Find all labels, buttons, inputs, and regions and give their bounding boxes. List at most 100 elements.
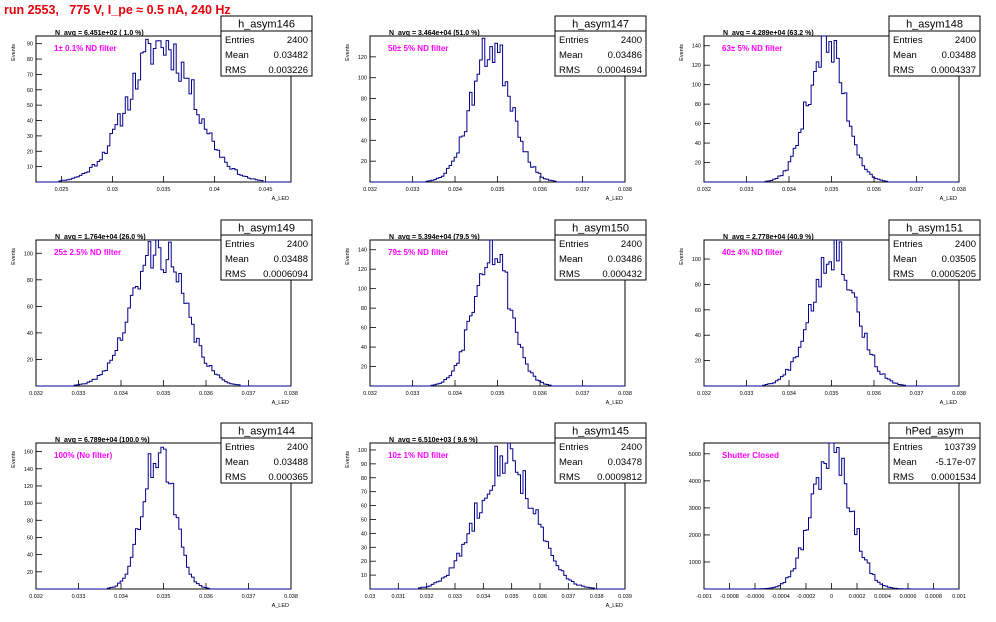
- y-axis-label: Events: [11, 44, 17, 61]
- y-tick-label: 60: [27, 304, 33, 310]
- x-tick-label: 0.0006: [900, 594, 917, 600]
- y-tick-label: 20: [27, 570, 33, 576]
- y-tick-label: 40: [695, 141, 701, 147]
- x-tick-label: 0.037: [910, 187, 924, 193]
- x-tick-label: 0.039: [618, 594, 632, 600]
- stats-value: 2400: [955, 35, 976, 46]
- stats-value: 0.03505: [942, 254, 976, 265]
- stats-label: Mean: [225, 50, 249, 61]
- stats-label: Mean: [225, 254, 249, 265]
- y-tick-label: 40: [361, 138, 367, 144]
- stats-box: h_asym147 Entries 2400 Mean 0.03486 RMS 0.0004…: [554, 15, 647, 77]
- histogram-series: [370, 239, 625, 387]
- x-tick-label: 0.036: [533, 187, 547, 193]
- y-tick-label: 120: [692, 63, 701, 69]
- stats-value: 2400: [621, 239, 642, 250]
- x-axis-label: A_LED: [272, 196, 289, 202]
- x-tick-label: 0.034: [114, 594, 128, 600]
- stats-box-frame: [554, 422, 647, 484]
- stats-value: 2400: [287, 35, 308, 46]
- y-tick-label: 60: [361, 117, 367, 123]
- stats-value: 0.0001534: [931, 472, 976, 483]
- y-tick-label: 3000: [689, 506, 701, 512]
- stats-label: RMS: [225, 65, 246, 76]
- y-tick-label: 100: [24, 501, 33, 507]
- y-tick-label: 100: [358, 448, 367, 454]
- x-tick-label: 0.037: [242, 594, 256, 600]
- x-tick-label: 0.036: [533, 391, 547, 397]
- x-tick-label: 0.025: [55, 187, 69, 193]
- x-tick-label: -0.0002: [797, 594, 816, 600]
- y-axis-label: Events: [11, 248, 17, 265]
- stats-label: RMS: [893, 269, 914, 280]
- stats-label: RMS: [893, 65, 914, 76]
- y-tick-label: 100: [358, 76, 367, 82]
- stats-value: 2400: [287, 442, 308, 453]
- y-tick-label: 4000: [689, 479, 701, 485]
- x-tick-label: 0.038: [284, 594, 298, 600]
- stats-name: h_asym149: [238, 223, 295, 235]
- stats-value: 0.0004694: [597, 65, 642, 76]
- x-tick-label: 0.031: [391, 594, 405, 600]
- x-tick-label: 0.045: [259, 187, 273, 193]
- stats-label: RMS: [559, 472, 580, 483]
- y-tick-label: 50: [361, 517, 367, 523]
- stats-box-frame: [888, 15, 981, 77]
- stats-label: Mean: [225, 457, 249, 468]
- stats-value: 0.0004337: [931, 65, 976, 76]
- x-tick-label: 0.036: [199, 391, 213, 397]
- x-tick-label: 0.033: [448, 594, 462, 600]
- y-tick-label: 100: [24, 251, 33, 257]
- y-axis-label: Events: [679, 44, 685, 61]
- y-tick-label: 30: [361, 545, 367, 551]
- y-tick-label: 80: [361, 97, 367, 103]
- stats-label: Entries: [225, 35, 255, 46]
- y-tick-label: 100: [692, 83, 701, 89]
- stats-label: Entries: [893, 442, 923, 453]
- stats-value: 2400: [287, 239, 308, 250]
- x-tick-label: -0.0006: [746, 594, 765, 600]
- y-tick-label: 100: [358, 287, 367, 293]
- stats-value: 0.03478: [608, 457, 642, 468]
- x-tick-label: 0.0002: [849, 594, 866, 600]
- y-tick-label: 20: [27, 357, 33, 363]
- x-tick-label: 0.033: [740, 187, 754, 193]
- stats-name: h_asym144: [238, 426, 295, 438]
- y-tick-label: 100: [692, 257, 701, 263]
- histogram-title: N_avg = 3.464e+04 (51.0 %): [389, 30, 480, 37]
- y-tick-label: 160: [24, 450, 33, 456]
- stats-label: RMS: [225, 269, 246, 280]
- histogram-panel-h_asym144: 20 40 60 80 100 120 140 160 0.032 0.033 0.034 0.035…: [11, 422, 313, 609]
- y-tick-label: 60: [27, 88, 33, 94]
- histogram-panel-h_asym147: 20 40 60 80 100 120 0.032 0.033 0.034 0.035 0.036 0…: [345, 15, 647, 202]
- stats-box: h_asym151 Entries 2400 Mean 0.03505 RMS 0.0005…: [888, 219, 981, 281]
- x-tick-label: 0.033: [72, 391, 86, 397]
- histogram-panel-h_asym145: 10 20 30 40 50 60 70 80 90 100 0.03 0.031 0.032 0.033…: [345, 422, 647, 609]
- x-tick-label: 0.038: [952, 187, 966, 193]
- x-tick-label: 0.032: [363, 391, 377, 397]
- x-tick-label: 0.035: [825, 391, 839, 397]
- histogram-title: N_avg = 5.394e+04 (79.5 %): [389, 234, 480, 241]
- x-tick-label: 0.033: [406, 391, 420, 397]
- y-tick-label: 40: [27, 331, 33, 337]
- stats-name: h_asym150: [572, 223, 629, 235]
- stats-label: Entries: [559, 239, 589, 250]
- page-title: run 2553, 775 V, I_pe ≈ 0.5 nA, 240 Hz: [4, 3, 231, 17]
- stats-name: h_asym147: [572, 19, 629, 31]
- x-tick-label: 0.034: [448, 187, 462, 193]
- x-tick-label: 0.035: [491, 391, 505, 397]
- x-tick-label: 0.037: [576, 391, 590, 397]
- stats-value: 0.03486: [608, 254, 642, 265]
- stats-box-frame: [220, 15, 313, 77]
- y-tick-label: 40: [361, 531, 367, 537]
- stats-label: RMS: [225, 472, 246, 483]
- stats-label: RMS: [893, 472, 914, 483]
- histogram-series: [36, 446, 291, 590]
- stats-value: -5.17e-07: [935, 457, 976, 468]
- histogram-series: [704, 442, 959, 590]
- histogram-series: [704, 35, 959, 183]
- y-tick-label: 40: [27, 553, 33, 559]
- stats-label: Mean: [559, 457, 583, 468]
- x-tick-label: 0.034: [782, 187, 796, 193]
- stats-label: Entries: [225, 442, 255, 453]
